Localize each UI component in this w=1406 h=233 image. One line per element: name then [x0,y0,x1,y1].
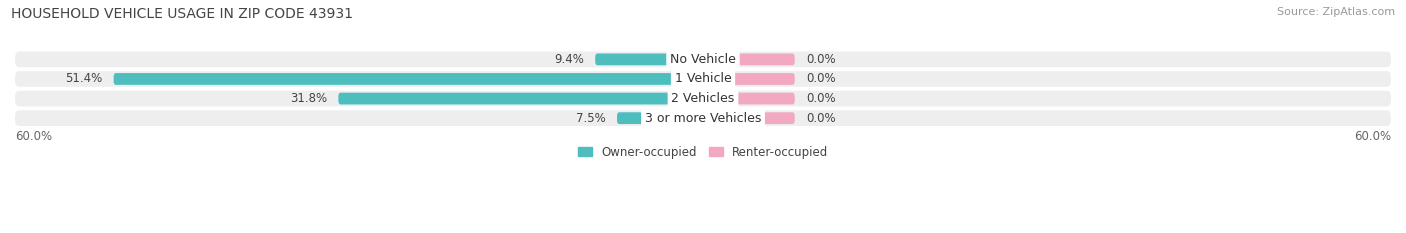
FancyBboxPatch shape [703,93,794,104]
FancyBboxPatch shape [703,54,794,65]
FancyBboxPatch shape [339,93,703,104]
Text: HOUSEHOLD VEHICLE USAGE IN ZIP CODE 43931: HOUSEHOLD VEHICLE USAGE IN ZIP CODE 4393… [11,7,353,21]
FancyBboxPatch shape [15,91,1391,106]
FancyBboxPatch shape [15,110,1391,126]
Text: 51.4%: 51.4% [65,72,103,86]
FancyBboxPatch shape [114,73,703,85]
Text: No Vehicle: No Vehicle [671,53,735,66]
FancyBboxPatch shape [15,51,1391,67]
FancyBboxPatch shape [595,54,703,65]
Text: 3 or more Vehicles: 3 or more Vehicles [645,112,761,125]
FancyBboxPatch shape [703,112,794,124]
FancyBboxPatch shape [617,112,703,124]
FancyBboxPatch shape [703,73,794,85]
Legend: Owner-occupied, Renter-occupied: Owner-occupied, Renter-occupied [578,146,828,159]
Text: 2 Vehicles: 2 Vehicles [672,92,734,105]
Text: 0.0%: 0.0% [806,53,835,66]
Text: 7.5%: 7.5% [576,112,606,125]
Text: 9.4%: 9.4% [554,53,583,66]
Text: Source: ZipAtlas.com: Source: ZipAtlas.com [1277,7,1395,17]
Text: 60.0%: 60.0% [15,130,52,144]
Text: 0.0%: 0.0% [806,72,835,86]
Text: 60.0%: 60.0% [1354,130,1391,144]
Text: 0.0%: 0.0% [806,112,835,125]
FancyBboxPatch shape [15,71,1391,87]
Text: 31.8%: 31.8% [290,92,326,105]
Text: 0.0%: 0.0% [806,92,835,105]
Text: 1 Vehicle: 1 Vehicle [675,72,731,86]
